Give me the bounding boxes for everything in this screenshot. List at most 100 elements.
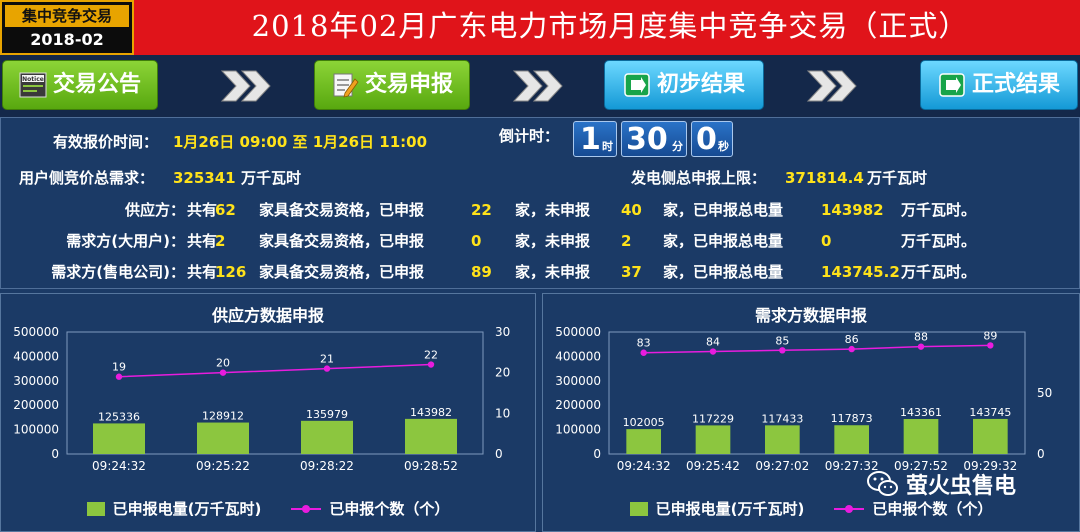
x-tick-label: 09:28:22 xyxy=(300,459,354,473)
legend-label: 已申报电量(万千瓦时) xyxy=(112,500,262,518)
y-tick-label: 100000 xyxy=(13,423,59,437)
row-text: 家具备交易资格，已申报 xyxy=(259,201,425,219)
time-value: 1月26日 09:00 至 1月26日 11:00 xyxy=(173,133,428,151)
session-badge: 集中竞争交易 2018-02 xyxy=(0,0,134,55)
bar xyxy=(197,422,249,454)
point-value-label: 88 xyxy=(914,331,928,344)
row-text: 家具备交易资格，已申报 xyxy=(259,263,425,281)
y-tick-label: 0 xyxy=(51,447,59,461)
x-tick-label: 09:27:02 xyxy=(755,459,809,473)
line-point xyxy=(427,361,435,368)
step-final-result-button[interactable]: 正式结果 xyxy=(920,60,1078,110)
row-text: 万千瓦时。 xyxy=(901,232,977,250)
x-tick-label: 09:28:52 xyxy=(404,459,458,473)
x-tick-label: 09:27:32 xyxy=(825,459,879,473)
bar-value-label: 125336 xyxy=(98,410,140,423)
legend-label: 已申报个数（个） xyxy=(872,500,993,518)
line-point xyxy=(219,369,227,376)
bar-value-label: 135979 xyxy=(306,408,348,421)
row-energy: 143745.2 xyxy=(821,263,900,281)
line-point xyxy=(848,345,855,353)
bar-value-label: 143361 xyxy=(900,406,942,419)
point-value-label: 83 xyxy=(637,337,651,350)
supply-chart-panel: 0 100000 200000 300000 400000 500000 0 10 20 30 12… xyxy=(0,293,536,532)
chart-title: 需求方数据申报 xyxy=(754,306,867,325)
supply-chart: 0 100000 200000 300000 400000 500000 0 10 20 30 12… xyxy=(13,325,510,473)
countdown-seconds-value: 0 xyxy=(696,122,717,157)
row-text: 共有 xyxy=(187,232,218,250)
point-value-label: 86 xyxy=(845,333,859,346)
point-value-label: 85 xyxy=(775,334,789,347)
plot-area xyxy=(66,331,484,455)
user-demand-label: 用户侧竞价总需求： xyxy=(19,169,155,187)
legend-item-line: 已申报个数（个） xyxy=(291,498,449,519)
bar xyxy=(834,425,869,454)
y2-tick-label: 0 xyxy=(1037,447,1045,461)
row-undeclared: 40 xyxy=(621,201,642,219)
row-text: 万千瓦时。 xyxy=(901,201,977,219)
line-point xyxy=(115,373,123,380)
notice-icon: Notice xyxy=(19,72,47,98)
chart-legend: 已申报电量(万千瓦时) 已申报个数（个） xyxy=(543,498,1079,519)
legend-item-bar: 已申报电量(万千瓦时) xyxy=(629,498,804,519)
y2-tick-label: 30 xyxy=(495,325,510,339)
y-tick-label: 500000 xyxy=(13,325,59,339)
countdown-minutes-value: 30 xyxy=(626,122,668,157)
step-declaration-button[interactable]: 交易申报 xyxy=(314,60,470,110)
row-undeclared: 37 xyxy=(621,263,642,281)
line-point xyxy=(779,347,786,354)
y-tick-label: 500000 xyxy=(555,325,601,339)
edit-icon xyxy=(333,73,359,98)
row-name: 需求方(大用户)： xyxy=(66,232,185,250)
y-tick-label: 0 xyxy=(593,447,601,461)
page-title: 2018年02月广东电力市场月度集中竞争交易（正式） xyxy=(251,9,969,43)
point-value-label: 21 xyxy=(320,353,334,366)
row-name: 供应方： xyxy=(124,201,185,219)
bar-value-label: 102005 xyxy=(623,416,665,429)
row-total: 126 xyxy=(215,263,247,281)
row-energy: 0 xyxy=(821,232,832,250)
legend-item-bar: 已申报电量(万千瓦时) xyxy=(86,498,262,519)
line-point xyxy=(987,342,994,349)
bar xyxy=(301,420,353,454)
demand-chart-panel: 0 100000 200000 300000 400000 500000 0 50 102005… xyxy=(542,293,1080,532)
row-name: 需求方(售电公司)： xyxy=(51,263,185,281)
row-text: 家，已申报总电量 xyxy=(663,263,784,281)
row-declared: 89 xyxy=(471,263,492,281)
countdown-hours: 1 时 xyxy=(573,121,617,157)
y-tick-label: 200000 xyxy=(13,398,59,412)
row-text: 万千瓦时。 xyxy=(901,263,977,281)
series-line xyxy=(118,363,432,378)
row-text: 家，未申报 xyxy=(515,263,591,281)
y2-tick-label: 10 xyxy=(495,406,510,420)
chart-legend: 已申报电量(万千瓦时) 已申报个数（个） xyxy=(1,498,535,519)
row-total: 2 xyxy=(215,232,226,250)
row-text: 家，已申报总电量 xyxy=(663,232,784,250)
point-value-label: 89 xyxy=(983,329,997,342)
demand-chart: 0 100000 200000 300000 400000 500000 0 50 102005… xyxy=(555,325,1052,473)
y-tick-label: 400000 xyxy=(555,349,601,363)
badge-date: 2018-02 xyxy=(30,30,104,49)
row-declared: 0 xyxy=(471,232,482,250)
step-announcement-button[interactable]: Notice 交易公告 xyxy=(2,60,158,110)
y-tick-label: 400000 xyxy=(13,349,59,363)
row-text: 家，已申报总电量 xyxy=(663,201,784,219)
countdown-seconds: 0 秒 xyxy=(691,121,733,157)
result-icon xyxy=(624,73,650,97)
countdown-seconds-unit: 秒 xyxy=(718,140,729,153)
bar-value-label: 117433 xyxy=(761,412,803,425)
process-bar: Notice 交易公告 交易申报 初步结果 xyxy=(0,55,1080,117)
line-point xyxy=(640,349,647,356)
x-tick-label: 09:25:42 xyxy=(686,459,740,473)
x-tick-label: 09:24:32 xyxy=(92,459,146,473)
step-preliminary-result-button[interactable]: 初步结果 xyxy=(604,60,764,110)
row-text: 家具备交易资格，已申报 xyxy=(259,232,425,250)
bar xyxy=(903,419,939,454)
bar xyxy=(626,429,661,454)
y2-tick-label: 50 xyxy=(1037,386,1052,400)
bar xyxy=(93,423,145,454)
line-point xyxy=(323,365,331,372)
point-value-label: 19 xyxy=(112,361,126,374)
info-panel: 有效报价时间： 1月26日 09:00 至 1月26日 11:00 倒计时： 1… xyxy=(0,117,1080,289)
wechat-icon xyxy=(867,471,898,496)
